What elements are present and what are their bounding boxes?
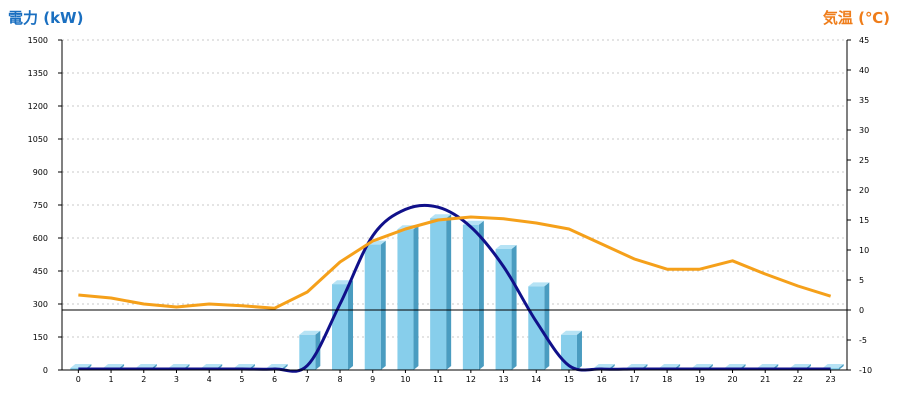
bar-top bbox=[691, 364, 713, 368]
bar-top bbox=[626, 364, 648, 368]
x-tick-label: 4 bbox=[207, 375, 212, 384]
x-tick-label: 23 bbox=[826, 375, 836, 384]
bar-top bbox=[299, 330, 321, 335]
bar-front bbox=[462, 224, 479, 370]
bar bbox=[397, 225, 419, 370]
right-tick-label: 30 bbox=[859, 126, 869, 135]
bar-front bbox=[430, 218, 447, 370]
left-tick-label: 1200 bbox=[28, 102, 48, 111]
bar-side bbox=[348, 280, 354, 370]
bar-top bbox=[822, 364, 844, 368]
bar-top bbox=[593, 364, 615, 368]
bar-top bbox=[789, 364, 811, 368]
right-tick-label: 25 bbox=[859, 156, 869, 165]
bar-top bbox=[70, 364, 92, 368]
bar-front bbox=[332, 284, 349, 370]
forecast-line bbox=[78, 203, 831, 373]
bar-side bbox=[544, 282, 550, 370]
x-tick-label: 1 bbox=[109, 375, 114, 384]
left-tick-label: 1050 bbox=[28, 135, 48, 144]
right-tick-label: 35 bbox=[859, 96, 869, 105]
x-tick-label: 12 bbox=[466, 375, 476, 384]
x-tick-label: 20 bbox=[727, 375, 737, 384]
bar bbox=[462, 220, 484, 370]
bar-front bbox=[397, 229, 414, 370]
bar-side bbox=[511, 245, 517, 370]
x-tick-label: 5 bbox=[239, 375, 244, 384]
x-tick-label: 7 bbox=[305, 375, 310, 384]
x-tick-label: 8 bbox=[337, 375, 342, 384]
bar-top bbox=[332, 280, 354, 285]
x-tick-label: 10 bbox=[400, 375, 410, 384]
bar-top bbox=[266, 364, 288, 368]
left-tick-label: 600 bbox=[33, 234, 48, 243]
bar-top bbox=[757, 364, 779, 368]
line-series bbox=[78, 203, 832, 373]
x-tick-label: 19 bbox=[695, 375, 705, 384]
left-tick-label: 0 bbox=[43, 366, 48, 375]
bar-top bbox=[659, 364, 681, 368]
left-tick-label: 150 bbox=[33, 333, 48, 342]
x-tick-label: 13 bbox=[498, 375, 508, 384]
x-tick-label: 16 bbox=[597, 375, 607, 384]
bar-top bbox=[430, 214, 452, 219]
bar bbox=[528, 282, 550, 370]
left-tick-label: 1500 bbox=[28, 36, 48, 45]
bar-top bbox=[168, 364, 190, 368]
left-axis-title: 電力 (kW) bbox=[8, 9, 84, 27]
bar-top bbox=[135, 364, 157, 368]
bar-top bbox=[724, 364, 746, 368]
right-tick-label: 10 bbox=[859, 246, 869, 255]
bar-front bbox=[528, 286, 545, 370]
bar bbox=[560, 330, 582, 370]
bar-top bbox=[560, 330, 582, 335]
axes: 01503004506007509001050120013501500-10-5… bbox=[28, 36, 872, 384]
bar-top bbox=[103, 364, 125, 368]
right-tick-label: 15 bbox=[859, 216, 869, 225]
right-tick-label: 45 bbox=[859, 36, 869, 45]
temperature-line bbox=[78, 215, 832, 310]
x-tick-label: 18 bbox=[662, 375, 672, 384]
right-tick-label: 0 bbox=[859, 306, 864, 315]
right-tick-label: 5 bbox=[859, 276, 864, 285]
x-tick-label: 22 bbox=[793, 375, 803, 384]
bar bbox=[495, 245, 517, 370]
x-tick-label: 15 bbox=[564, 375, 574, 384]
left-tick-label: 900 bbox=[33, 168, 48, 177]
x-tick-label: 0 bbox=[76, 375, 81, 384]
x-tick-label: 9 bbox=[370, 375, 375, 384]
x-tick-label: 21 bbox=[760, 375, 770, 384]
bar-top bbox=[233, 364, 255, 368]
bar-side bbox=[576, 330, 582, 370]
bar bbox=[430, 214, 452, 370]
right-tick-label: 40 bbox=[859, 66, 869, 75]
bar-top bbox=[201, 364, 223, 368]
left-tick-label: 450 bbox=[33, 267, 48, 276]
x-tick-label: 11 bbox=[433, 375, 443, 384]
right-axis-title: 気温 (℃) bbox=[822, 9, 890, 27]
bar-side bbox=[413, 225, 419, 370]
bar-side bbox=[838, 364, 844, 370]
bar-side bbox=[446, 214, 452, 370]
x-tick-label: 14 bbox=[531, 375, 541, 384]
x-tick-label: 3 bbox=[174, 375, 179, 384]
bar-front bbox=[364, 244, 381, 370]
bar-top bbox=[495, 245, 517, 249]
bar bbox=[332, 280, 354, 370]
left-tick-label: 300 bbox=[33, 300, 48, 309]
x-tick-label: 2 bbox=[141, 375, 146, 384]
right-tick-label: -5 bbox=[859, 336, 867, 345]
bar-side bbox=[478, 220, 484, 370]
left-tick-label: 1350 bbox=[28, 69, 48, 78]
x-tick-label: 17 bbox=[629, 375, 639, 384]
bar bbox=[364, 240, 386, 370]
x-tick-label: 6 bbox=[272, 375, 277, 384]
bar-side bbox=[380, 240, 386, 370]
bar-top bbox=[528, 282, 550, 287]
gridlines bbox=[62, 39, 847, 338]
right-tick-label: -10 bbox=[859, 366, 872, 375]
right-tick-label: 20 bbox=[859, 186, 869, 195]
left-tick-label: 750 bbox=[33, 201, 48, 210]
